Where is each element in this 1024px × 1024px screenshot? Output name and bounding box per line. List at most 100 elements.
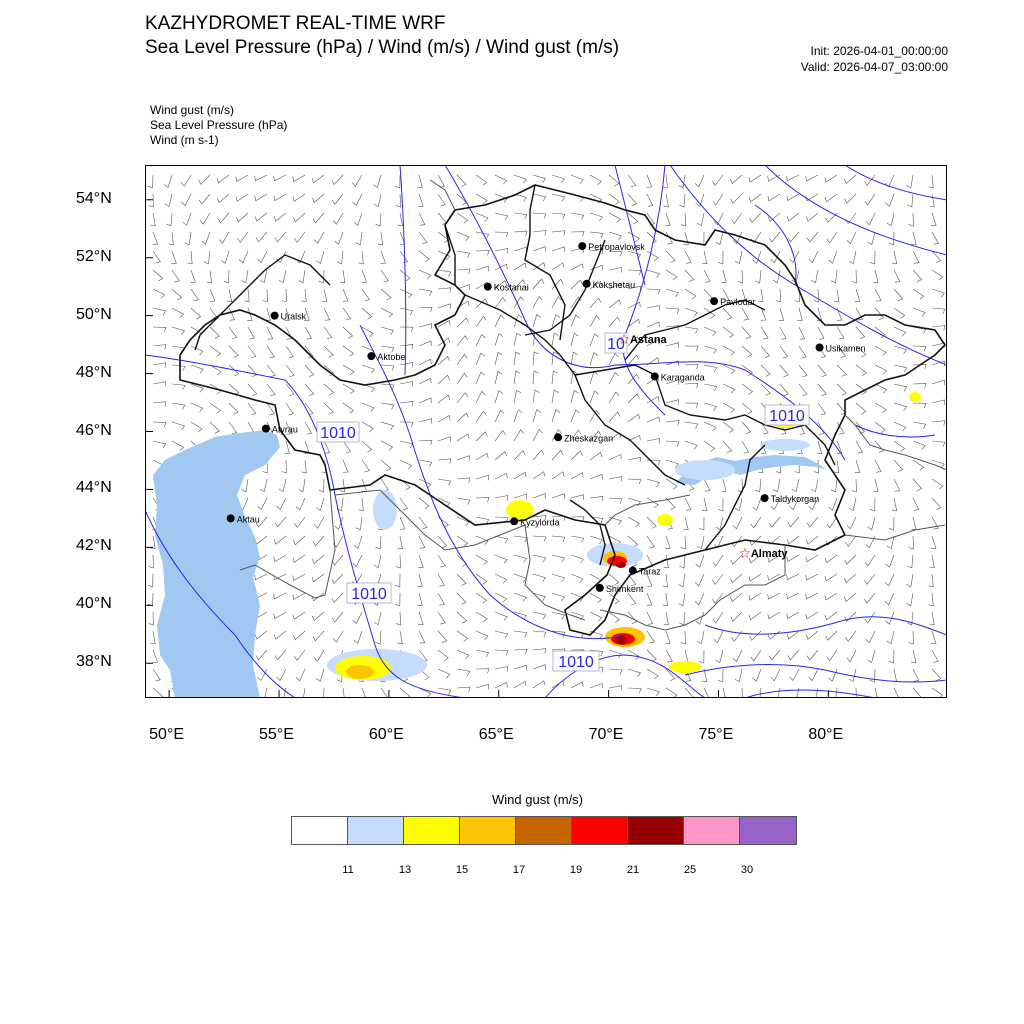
wind-barb: [418, 418, 432, 424]
wind-barb: [608, 668, 623, 675]
wind-barb: [342, 326, 354, 339]
wind-barb: [456, 477, 471, 483]
wind-barb: [152, 687, 164, 698]
map-panel[interactable]: 1010 1010 1010 1010 10 Petropavlovsk Kost…: [145, 165, 947, 698]
wind-barb: [323, 326, 333, 340]
wind-barb: [797, 307, 803, 321]
capital-star-icon: ☆: [618, 331, 631, 347]
wind-barb: [570, 231, 585, 237]
wind-barb: [358, 497, 364, 512]
city-aktobe[interactable]: Aktobe: [367, 352, 405, 362]
wind-barb: [395, 611, 402, 626]
wind-barb: [257, 497, 268, 511]
wind-barb: [570, 554, 584, 564]
wind-barb: [551, 246, 565, 252]
city-kostanai[interactable]: Kostanai: [483, 282, 529, 293]
city-aktau[interactable]: Aktau: [226, 514, 260, 524]
wind-barb: [665, 440, 680, 447]
wind-barb: [532, 515, 547, 521]
city-pavlodar[interactable]: Pavlodar: [710, 297, 756, 307]
wind-barb: [399, 687, 411, 698]
wind-barb: [869, 250, 876, 265]
wind-barb: [399, 362, 414, 368]
city-petropavlovsk[interactable]: Petropavlovsk: [578, 242, 645, 252]
wind-barb: [494, 611, 508, 621]
wind-barb: [361, 440, 373, 453]
wind-barb: [767, 212, 781, 222]
wind-barb: [855, 440, 863, 454]
wind-barb: [683, 516, 689, 530]
wind-barb: [808, 250, 819, 264]
wind-barb: [869, 497, 876, 512]
wind-barb: [712, 592, 724, 604]
wind-barb: [570, 516, 585, 522]
wind-barb: [912, 459, 925, 471]
colorbar-swatch: [404, 817, 460, 844]
wind-barb: [312, 630, 325, 642]
city-almaty[interactable]: ☆ Almaty: [739, 545, 789, 561]
wind-barb: [874, 364, 888, 375]
wind-barb: [646, 438, 661, 444]
wind-barb: [199, 212, 211, 225]
wind-barb: [532, 554, 547, 563]
city-atyrau[interactable]: Atyrau: [261, 424, 298, 435]
lat-tick-label: 42°N: [76, 537, 112, 555]
wind-barb: [375, 535, 382, 550]
wind-barb: [786, 554, 800, 562]
wind-barb: [292, 573, 306, 581]
wind-barb: [627, 687, 642, 694]
city-astana[interactable]: ☆ Astana: [618, 331, 668, 347]
city-kokshetau[interactable]: Kokshetau: [582, 279, 636, 290]
wind-barb: [906, 573, 914, 588]
wind-barb: [770, 497, 781, 511]
city-zheskazgan[interactable]: Zheskazgan: [554, 433, 613, 443]
wind-barb: [475, 431, 488, 442]
wind-barb: [218, 231, 230, 244]
wind-barb: [551, 332, 559, 347]
wind-barb: [684, 345, 699, 352]
wind-barb: [931, 478, 944, 490]
wind-barb: [494, 174, 508, 185]
city-label: Almaty: [751, 548, 789, 560]
wind-barb: [313, 649, 325, 662]
wind-barb: [627, 573, 637, 587]
wind-barb: [532, 592, 546, 601]
city-shimkent[interactable]: Shimkent: [595, 583, 644, 594]
wind-barb: [846, 231, 857, 245]
wind-barb: [907, 554, 914, 569]
wind-barb: [513, 664, 527, 671]
city-karaganda[interactable]: Karaganda: [650, 372, 705, 382]
wind-barb: [494, 430, 506, 442]
wind-barb: [418, 611, 424, 625]
wind-barb: [817, 421, 825, 435]
city-usikamen[interactable]: Usikamen: [815, 343, 866, 353]
city-taldykorgan[interactable]: Taldykorgan: [760, 494, 820, 504]
wind-barb: [627, 413, 641, 423]
wind-barb: [627, 336, 640, 347]
wind-barb: [824, 193, 838, 203]
wind-barb: [399, 307, 414, 316]
wind-barb: [418, 193, 424, 207]
wind-barb: [332, 630, 344, 643]
wind-barb: [551, 174, 565, 184]
wind-barb: [456, 268, 471, 274]
wind-barb: [713, 630, 724, 644]
wind-barb: [152, 362, 167, 368]
wind-barb: [786, 174, 800, 182]
city-uralsk[interactable]: Uralsk: [270, 311, 307, 322]
wind-barb: [589, 630, 603, 640]
wind-barb: [456, 686, 471, 692]
isobar-labels: 1010 1010 1010 1010 10: [316, 332, 810, 672]
city-kyzylorda[interactable]: Kyzylorda: [510, 517, 560, 527]
wind-barb: [748, 592, 762, 601]
wind-barb: [589, 333, 599, 347]
city-taraz[interactable]: Taraz: [628, 566, 662, 577]
wind-barb: [696, 630, 705, 645]
wind-barb: [570, 279, 583, 290]
wind-barb: [217, 212, 230, 224]
map-canvas[interactable]: 1010 1010 1010 1010 10 Petropavlovsk Kost…: [145, 165, 947, 698]
wind-barb: [532, 351, 539, 366]
wind-barb: [663, 611, 669, 626]
wind-barb: [730, 554, 743, 565]
wind-barb: [456, 392, 469, 404]
